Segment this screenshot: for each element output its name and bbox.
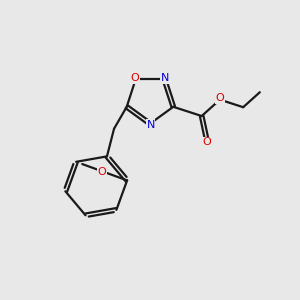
Text: O: O [215, 93, 224, 103]
Text: O: O [98, 167, 106, 177]
Text: O: O [202, 137, 211, 147]
Text: O: O [130, 73, 140, 83]
Text: N: N [146, 120, 155, 130]
Text: N: N [161, 73, 169, 83]
